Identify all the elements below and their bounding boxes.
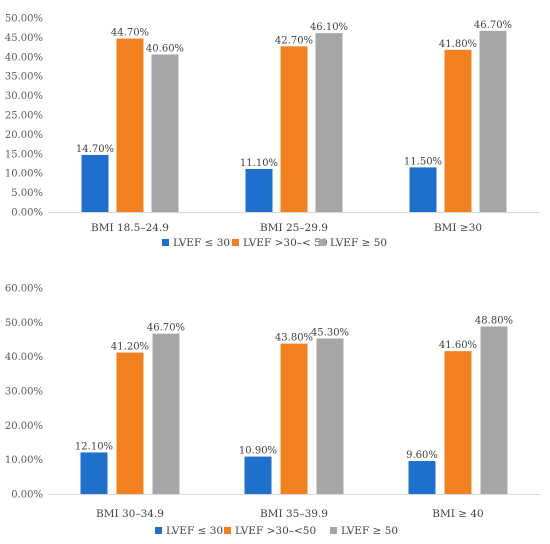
y-tick-label: 45.00% [5,33,43,44]
data-label: 45.30% [311,327,349,338]
bar [479,30,507,212]
y-tick-label: 40.00% [5,52,43,63]
legend-swatch [162,239,169,246]
x-category-label: BMI 18.5–24.9 [91,222,169,234]
data-label: 48.80% [475,315,513,326]
legend-swatch [155,527,162,534]
data-label: 11.10% [240,158,278,169]
data-label: 42.70% [275,35,313,46]
data-label: 9.60% [406,450,438,461]
y-tick-label: 20.00% [5,130,43,141]
bar [245,168,273,212]
data-label: 44.70% [111,28,149,39]
y-tick-label: 30.00% [5,387,43,398]
legend-entry: LVEF >30–<50 [235,525,316,537]
data-label: 46.10% [310,22,348,33]
bar [280,343,308,494]
bar [151,54,179,212]
y-tick-label: 10.00% [5,169,43,180]
bar [444,49,472,212]
data-label: 46.70% [474,20,512,31]
legend-entry: LVEF ≤ 30 [166,525,223,537]
legend-entry: LVEF >30–< 50 [243,237,328,249]
y-tick-label: 50.00% [5,318,43,329]
y-tick-label: 40.00% [5,352,43,363]
bar [280,46,308,212]
data-label: 41.20% [111,342,149,353]
bar [81,154,109,212]
y-tick-label: 60.00% [5,284,43,295]
bar [80,452,108,494]
data-label: 41.60% [439,340,477,351]
y-tick-label: 25.00% [5,111,43,122]
y-tick-label: 5.00% [11,188,43,199]
y-tick-label: 10.00% [5,455,43,466]
x-category-label: BMI 35–39.9 [260,508,328,520]
x-category-label: BMI ≥ 40 [432,508,483,520]
data-label: 11.50% [404,156,442,167]
legend-swatch [319,239,326,246]
y-tick-label: 0.00% [11,208,43,219]
bar [152,333,180,494]
bar [480,326,508,494]
y-tick-label: 30.00% [5,91,43,102]
legend-swatch [330,527,337,534]
bar [315,33,343,212]
legend-swatch [232,239,239,246]
x-category-label: BMI 30–34.9 [96,508,164,520]
bar [444,351,472,494]
y-tick-label: 0.00% [11,490,43,501]
bar [409,167,437,212]
legend-entry: LVEF ≥ 50 [330,237,387,249]
legend-entry: LVEF ≥ 50 [341,525,398,537]
legend-entry: LVEF ≤ 30 [173,237,230,249]
data-label: 43.80% [275,333,313,344]
data-label: 40.60% [146,43,184,54]
x-category-label: BMI ≥30 [434,222,482,234]
bar [116,38,144,213]
y-tick-label: 35.00% [5,72,43,83]
data-label: 10.90% [239,446,277,457]
bar [116,352,144,494]
data-label: 12.10% [75,441,113,452]
data-label: 41.80% [439,39,477,50]
x-category-label: BMI 25–29.9 [260,222,328,234]
y-tick-label: 15.00% [5,149,43,160]
y-tick-label: 50.00% [5,14,43,25]
data-label: 46.70% [147,323,185,334]
legend-swatch [224,527,231,534]
bar [408,461,436,494]
y-tick-label: 20.00% [5,421,43,432]
data-label: 14.70% [76,144,114,155]
bar [244,456,272,494]
bar [316,338,344,494]
